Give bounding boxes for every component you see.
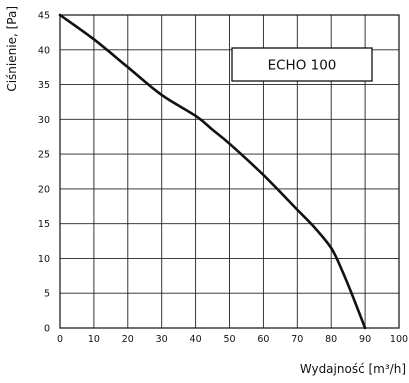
legend-label: ECHO 100 [268,58,337,74]
series-group [58,13,367,330]
y-tick-label: 30 [38,115,50,126]
x-tick-label: 10 [88,334,100,345]
x-tick-label: 0 [57,334,63,345]
plot-frame [59,14,400,329]
x-tick-label: 70 [291,334,303,345]
y-axis-title: Ciśnienie, [Pa] [5,6,19,92]
x-tick-label: 30 [156,334,168,345]
y-tick-label: 25 [38,150,50,161]
x-tick-label: 100 [390,334,408,345]
x-tick-label: 20 [122,334,134,345]
x-tick-label: 90 [359,334,371,345]
series-line-0 [58,13,367,330]
x-axis-title: Wydajność [m³/h] [300,362,406,376]
y-tick-label: 5 [44,289,50,300]
y-tick-label: 20 [38,184,50,195]
x-tick-label: 60 [257,334,269,345]
y-tick-label: 10 [38,254,50,265]
x-tick-label: 50 [223,334,235,345]
y-tick-label: 15 [38,219,50,230]
y-tick-label: 45 [38,11,50,22]
x-tick-label: 80 [325,334,337,345]
grid [59,14,400,329]
y-axis-ticks: 0 5 10 15 20 25 30 35 40 45 [38,11,50,335]
legend: ECHO 100 [231,47,373,82]
x-tick-label: 40 [190,334,202,345]
x-axis-ticks: 0 10 20 30 40 50 60 70 80 90 100 [57,334,408,345]
y-tick-label: 0 [44,324,50,335]
y-tick-label: 35 [38,80,50,91]
legend-box [231,47,373,82]
y-tick-label: 40 [38,45,50,56]
